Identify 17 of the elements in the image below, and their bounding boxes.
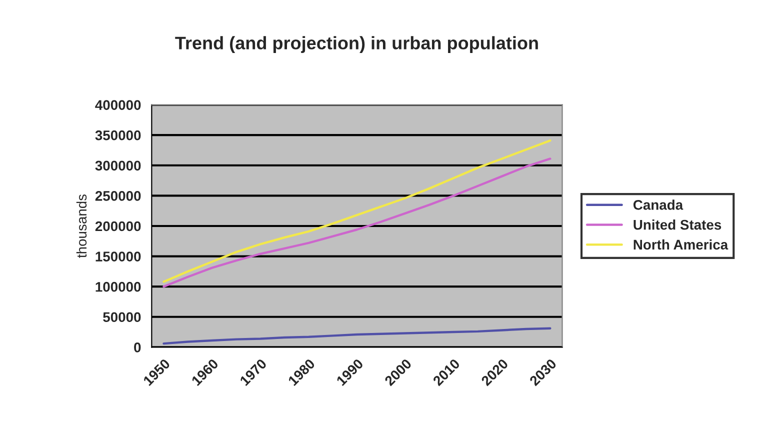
- line-series: [162, 139, 552, 283]
- y-tick-label: 300000: [95, 160, 141, 171]
- y-tick-label: 400000: [95, 100, 141, 110]
- y-tick-label: 250000: [95, 191, 141, 201]
- y-tick-label: 50000: [103, 312, 141, 322]
- y-tick-label: 200000: [95, 221, 141, 232]
- y-tick-label: 100000: [96, 282, 141, 292]
- y-tick-label: 150000: [96, 252, 141, 262]
- y-tick-label: 0: [134, 342, 141, 352]
- y-tick-label: 350000: [95, 130, 141, 140]
- y-axis-title: thousands: [76, 194, 87, 258]
- legend-label: United States: [634, 220, 722, 230]
- legend-label: North America: [634, 239, 728, 250]
- line-series: [162, 158, 552, 288]
- chart-title: Trend (and projection) in urban population: [175, 36, 538, 53]
- line-series: [162, 327, 552, 345]
- legend-label: Canada: [633, 200, 684, 210]
